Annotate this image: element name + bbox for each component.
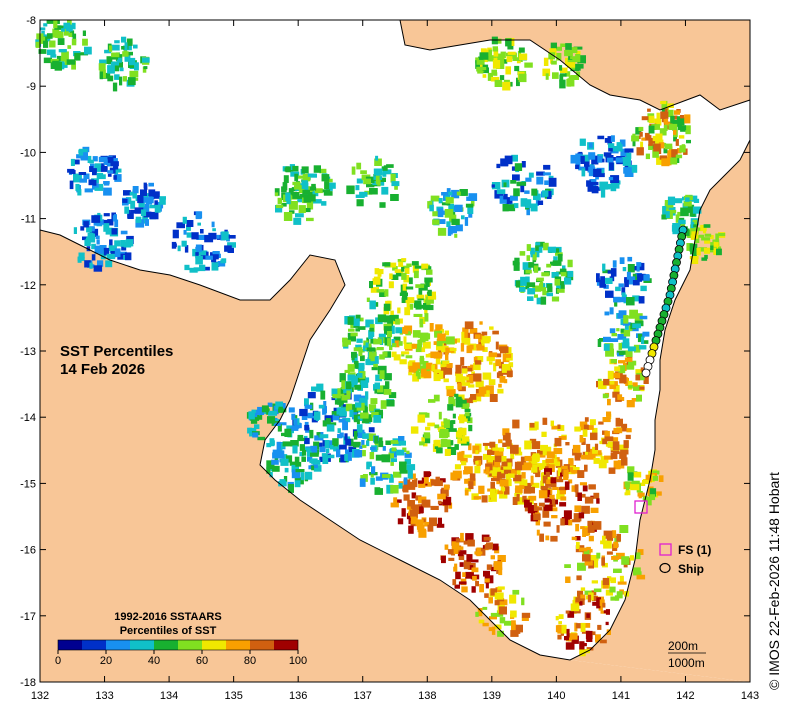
colorbar-tick-label: 100: [289, 655, 307, 667]
colorbar-swatch: [58, 640, 82, 650]
colorbar-tick-label: 0: [55, 655, 61, 667]
y-tick-label: -9: [26, 81, 36, 93]
colorbar-tick-label: 40: [148, 655, 160, 667]
legend: FS (1) Ship 200m 1000m: [659, 543, 711, 670]
colorbar-title-2: Percentiles of SST: [120, 625, 217, 637]
y-tick-label: -15: [20, 478, 36, 490]
colorbar-swatch: [82, 640, 106, 650]
y-tick-label: -8: [26, 15, 36, 27]
y-tick-label: -14: [20, 412, 36, 424]
x-tick-label: 143: [741, 690, 759, 702]
colorbar-tick-label: 60: [196, 655, 208, 667]
colorbar: 1992-2016 SSTAARS Percentiles of SST 0 20 40…: [55, 611, 307, 667]
contour-200-label: 200m: [668, 639, 698, 653]
colorbar-swatch: [178, 640, 202, 650]
x-tick-label: 137: [354, 690, 372, 702]
land-gulf-south: [40, 230, 750, 682]
colorbar-tick-label: 20: [100, 655, 112, 667]
x-tick-label: 134: [160, 690, 178, 702]
y-tick-label: -12: [20, 280, 36, 292]
x-tick-label: 132: [31, 690, 49, 702]
contour-1000-label: 1000m: [668, 656, 705, 670]
y-tick-label: -13: [20, 346, 36, 358]
colorbar-swatch: [130, 640, 154, 650]
colorbar-tick-label: 80: [244, 655, 256, 667]
colorbar-swatch: [202, 640, 226, 650]
x-tick-label: 136: [289, 690, 307, 702]
map-title: SST Percentiles: [60, 343, 174, 360]
fs-marker: [634, 500, 648, 514]
x-tick-label: 139: [483, 690, 501, 702]
ship-track: [641, 225, 688, 378]
map-date: 14 Feb 2026: [60, 361, 146, 378]
colorbar-swatch: [274, 640, 298, 650]
colorbar-swatch: [226, 640, 250, 650]
x-tick-label: 135: [224, 690, 242, 702]
ship-track-point: [641, 368, 651, 378]
colorbar-swatch: [250, 640, 274, 650]
y-tick-label: -18: [20, 677, 36, 689]
x-tick-label: 140: [547, 690, 565, 702]
x-tick-label: 138: [418, 690, 436, 702]
x-tick-label: 133: [95, 690, 113, 702]
coastline: [39, 19, 751, 661]
ship-legend-label: Ship: [678, 562, 704, 576]
y-tick-label: -11: [21, 214, 36, 226]
y-axis: -8 -9 -10 -11 -12 -13 -14 -15 -16 -17 -18: [20, 15, 750, 689]
sst-pixels: [35, 19, 726, 657]
y-tick-label: -16: [20, 545, 36, 557]
y-tick-label: -10: [20, 147, 36, 159]
colorbar-title-1: 1992-2016 SSTAARS: [114, 611, 221, 623]
fs-legend-icon: [659, 543, 672, 556]
land-cape-york: [570, 140, 750, 682]
y-tick-label: -17: [20, 611, 36, 623]
ship-legend-icon: [659, 562, 671, 574]
x-tick-label: 142: [676, 690, 694, 702]
credit-text: © IMOS 22-Feb-2026 11:48 Hobart: [766, 472, 782, 690]
colorbar-swatch: [154, 640, 178, 650]
fs-legend-label: FS (1): [678, 543, 711, 557]
x-axis: 132 133 134 135 136 137 138 139 140 141 142 143: [31, 20, 759, 702]
x-tick-label: 141: [612, 690, 630, 702]
colorbar-swatch: [106, 640, 130, 650]
